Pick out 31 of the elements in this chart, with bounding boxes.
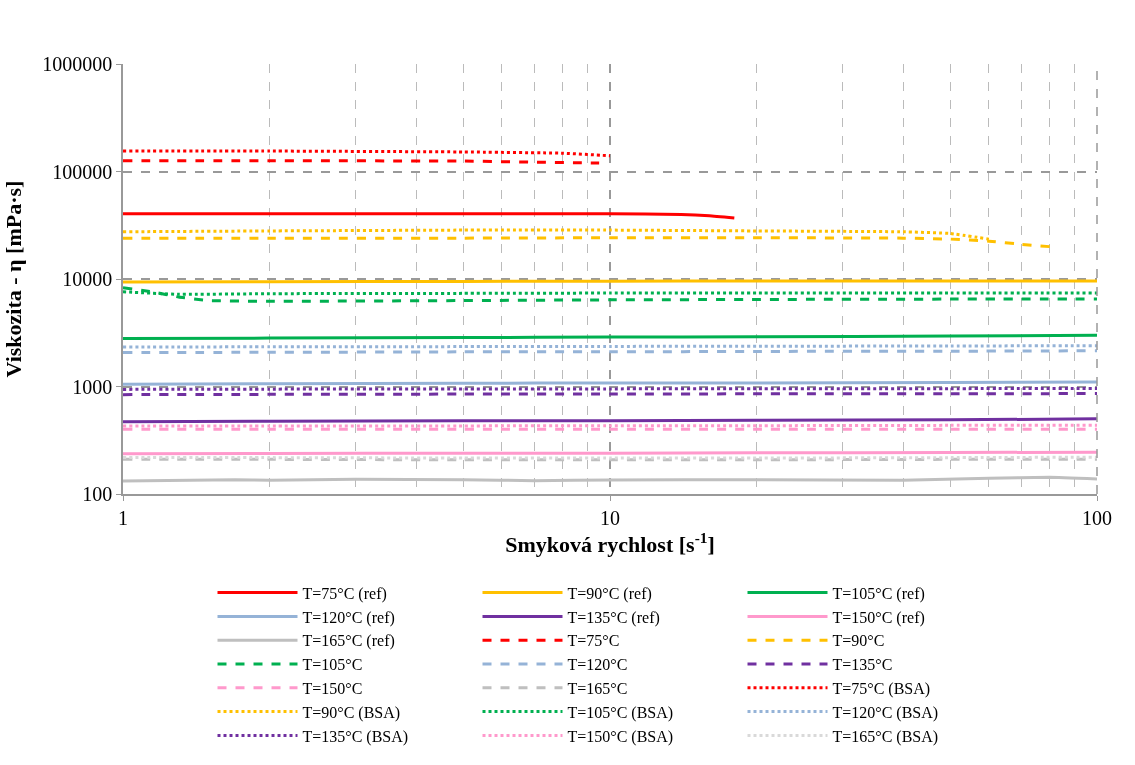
- x-tick-label: 1: [118, 506, 128, 529]
- legend-label: T=90°C (ref): [567, 584, 652, 603]
- legend-label: T=105°C (ref): [832, 584, 925, 603]
- legend-label: T=150°C (ref): [832, 608, 925, 627]
- y-axis-title: Viskozita - η [mPa·s]: [0, 180, 26, 378]
- legend-label: T=90°C: [832, 632, 885, 650]
- legend-label: T=165°C (ref): [302, 632, 395, 651]
- y-tick-label: 10000: [62, 268, 113, 290]
- y-tick-label: 1000: [72, 375, 113, 398]
- legend-label: T=120°C (ref): [302, 608, 395, 627]
- x-tick-label: 100: [1082, 506, 1112, 529]
- legend-label: T=120°C: [567, 656, 628, 674]
- legend-label: T=135°C (BSA): [302, 727, 409, 746]
- legend-label: T=135°C (ref): [567, 608, 660, 627]
- legend-label: T=150°C: [302, 680, 363, 698]
- legend-label: T=75°C: [567, 632, 620, 650]
- y-tick-label: 1000000: [42, 53, 113, 75]
- legend-label: T=135°C: [832, 656, 893, 674]
- legend-label: T=165°C (BSA): [832, 727, 939, 746]
- x-axis-title: Smyková rychlost [s$^{-1}$]: [505, 528, 715, 557]
- y-tick-label: 100: [82, 483, 113, 505]
- legend-label: T=165°C: [567, 680, 628, 698]
- legend-label: T=75°C (ref): [302, 584, 387, 603]
- legend-label: T=105°C: [302, 656, 363, 674]
- legend-label: T=150°C (BSA): [567, 727, 674, 746]
- y-tick-label: 100000: [52, 160, 113, 183]
- legend-label: T=120°C (BSA): [832, 703, 939, 722]
- x-tick-label: 10: [600, 506, 620, 529]
- legend-label: T=75°C (BSA): [832, 680, 931, 699]
- legend-label: T=90°C (BSA): [302, 703, 401, 722]
- legend-label: T=105°C (BSA): [567, 703, 674, 722]
